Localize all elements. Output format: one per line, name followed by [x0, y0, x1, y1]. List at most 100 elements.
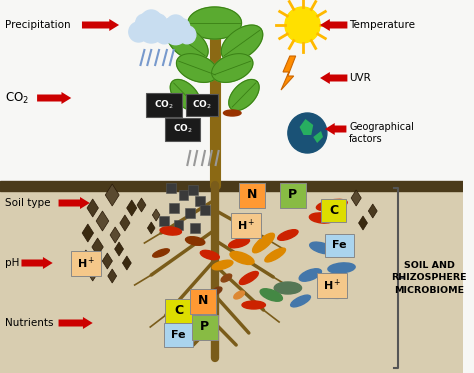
Ellipse shape: [242, 301, 265, 309]
Polygon shape: [188, 7, 242, 39]
Text: H$^+$: H$^+$: [77, 256, 95, 271]
Ellipse shape: [239, 272, 258, 285]
FancyBboxPatch shape: [326, 233, 354, 257]
Text: Nutrients: Nutrients: [5, 318, 54, 328]
Text: Fe: Fe: [171, 330, 186, 340]
Polygon shape: [137, 198, 146, 212]
Circle shape: [154, 22, 173, 42]
Ellipse shape: [201, 250, 219, 260]
FancyBboxPatch shape: [179, 190, 188, 200]
FancyBboxPatch shape: [71, 251, 101, 276]
Polygon shape: [88, 265, 98, 281]
Polygon shape: [211, 54, 253, 82]
Circle shape: [162, 19, 177, 35]
FancyBboxPatch shape: [159, 216, 169, 226]
FancyBboxPatch shape: [185, 208, 195, 218]
Text: N: N: [246, 188, 257, 201]
Ellipse shape: [221, 274, 232, 282]
FancyBboxPatch shape: [146, 93, 182, 117]
Ellipse shape: [234, 291, 245, 299]
Bar: [0, 181, 463, 191]
Text: Geographical
factors: Geographical factors: [349, 122, 414, 144]
Polygon shape: [176, 54, 218, 82]
Ellipse shape: [211, 287, 222, 295]
Ellipse shape: [274, 282, 301, 294]
Polygon shape: [320, 19, 347, 31]
Polygon shape: [152, 209, 160, 221]
Polygon shape: [122, 256, 131, 270]
Polygon shape: [281, 56, 296, 90]
FancyBboxPatch shape: [192, 314, 218, 339]
Polygon shape: [110, 227, 120, 243]
Polygon shape: [96, 211, 109, 231]
Text: C: C: [329, 204, 338, 216]
FancyBboxPatch shape: [165, 117, 200, 141]
Polygon shape: [221, 25, 263, 61]
Text: H$^+$: H$^+$: [237, 217, 255, 233]
Circle shape: [164, 21, 187, 45]
Polygon shape: [105, 184, 119, 206]
Polygon shape: [87, 199, 99, 217]
Circle shape: [285, 7, 320, 43]
FancyBboxPatch shape: [166, 183, 176, 193]
Polygon shape: [82, 224, 93, 242]
Text: N: N: [198, 295, 208, 307]
Polygon shape: [351, 190, 361, 206]
Ellipse shape: [253, 233, 274, 253]
Polygon shape: [313, 131, 323, 143]
Circle shape: [136, 14, 153, 32]
Polygon shape: [127, 200, 137, 216]
Text: C: C: [174, 304, 183, 317]
Circle shape: [166, 15, 185, 35]
Polygon shape: [59, 317, 93, 329]
Circle shape: [149, 14, 167, 32]
Ellipse shape: [291, 295, 310, 307]
Bar: [0, 185, 463, 373]
Text: H$^+$: H$^+$: [322, 278, 341, 293]
Text: CO$_2$: CO$_2$: [5, 90, 29, 106]
Ellipse shape: [185, 237, 205, 245]
Ellipse shape: [265, 248, 285, 262]
Text: Temperature: Temperature: [349, 20, 415, 30]
FancyBboxPatch shape: [186, 94, 218, 116]
Polygon shape: [92, 238, 103, 256]
Ellipse shape: [160, 227, 182, 235]
FancyBboxPatch shape: [238, 182, 265, 207]
Ellipse shape: [228, 238, 249, 248]
Polygon shape: [82, 19, 119, 31]
FancyBboxPatch shape: [164, 323, 193, 347]
Polygon shape: [81, 250, 91, 266]
Ellipse shape: [319, 288, 344, 298]
Polygon shape: [108, 269, 117, 283]
FancyBboxPatch shape: [200, 205, 210, 215]
Polygon shape: [21, 257, 53, 269]
Text: UVR: UVR: [349, 73, 371, 83]
Polygon shape: [229, 79, 259, 110]
Polygon shape: [115, 242, 124, 256]
Circle shape: [288, 113, 327, 153]
Ellipse shape: [212, 260, 233, 270]
Polygon shape: [170, 79, 201, 110]
Text: Precipitation: Precipitation: [5, 20, 71, 30]
FancyBboxPatch shape: [190, 223, 200, 233]
Ellipse shape: [316, 199, 347, 211]
FancyBboxPatch shape: [190, 288, 216, 313]
Circle shape: [155, 26, 173, 44]
Polygon shape: [320, 72, 347, 84]
FancyBboxPatch shape: [173, 220, 183, 230]
Ellipse shape: [278, 230, 298, 240]
Polygon shape: [368, 204, 377, 218]
Circle shape: [178, 26, 196, 44]
Circle shape: [174, 19, 190, 35]
FancyBboxPatch shape: [188, 185, 198, 195]
Text: Soil type: Soil type: [5, 198, 50, 208]
Bar: [0, 0, 463, 185]
FancyBboxPatch shape: [280, 182, 306, 207]
Polygon shape: [59, 197, 90, 209]
FancyBboxPatch shape: [231, 213, 261, 238]
Ellipse shape: [260, 289, 283, 301]
Circle shape: [140, 10, 162, 32]
FancyBboxPatch shape: [169, 203, 179, 213]
Circle shape: [138, 17, 164, 43]
FancyBboxPatch shape: [195, 196, 205, 206]
